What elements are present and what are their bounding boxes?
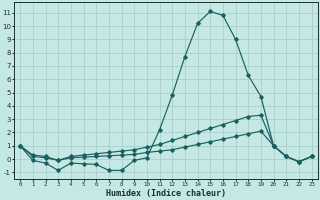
- X-axis label: Humidex (Indice chaleur): Humidex (Indice chaleur): [106, 189, 226, 198]
